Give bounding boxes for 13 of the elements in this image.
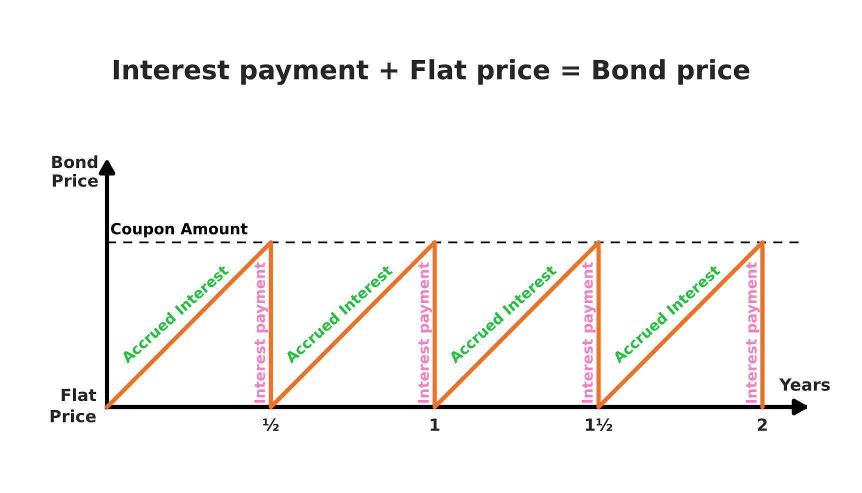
annotation: Interest payment: [254, 262, 268, 403]
x-axis-title: Years: [779, 378, 830, 391]
x-tick-label: 2: [758, 418, 767, 431]
annotation: Interest payment: [582, 262, 596, 403]
x-tick-label: 1½: [586, 418, 612, 432]
y-axis-title: Bond Price: [52, 155, 98, 187]
annotation: Interest payment: [418, 262, 432, 403]
x-tick-label: 1: [430, 418, 440, 431]
chart-title: Interest payment + Flat price = Bond price: [114, 59, 750, 85]
x-tick-label: ½: [263, 418, 279, 432]
annotation: Interest payment: [746, 262, 760, 403]
ref-line-label: Coupon Amount: [111, 222, 248, 238]
text: Flat Price: [50, 388, 96, 422]
